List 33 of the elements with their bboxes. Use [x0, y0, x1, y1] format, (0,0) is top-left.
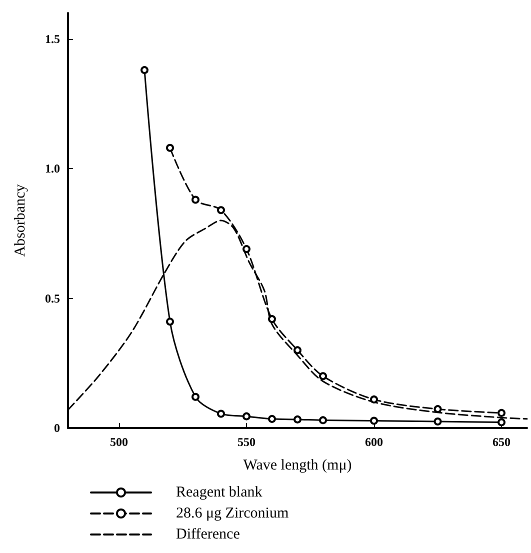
point — [192, 392, 200, 401]
point — [268, 414, 276, 423]
point — [192, 196, 200, 204]
point — [217, 206, 225, 214]
x-tick-label: 550 — [238, 435, 256, 449]
point — [166, 144, 174, 152]
legend-label: Reagent blank — [176, 484, 263, 500]
point — [498, 408, 506, 417]
x-axis-title: Wave length (mμ) — [243, 458, 352, 474]
point — [370, 416, 378, 425]
point — [294, 346, 302, 354]
point — [217, 410, 225, 418]
y-axis-title: Absorbancy — [12, 184, 28, 257]
point — [268, 315, 276, 324]
point — [370, 395, 378, 404]
x-tick-label: 650 — [492, 435, 510, 449]
x-tick-label: 600 — [365, 435, 383, 449]
point — [434, 418, 442, 426]
point — [242, 412, 250, 420]
point — [319, 372, 327, 380]
point — [242, 245, 250, 254]
y-tick-label: 0.5 — [45, 291, 60, 306]
point — [319, 416, 327, 424]
y-tick-label: 1.5 — [45, 32, 60, 46]
y-tick-label: 0 — [54, 421, 60, 435]
legend-label: Difference — [176, 526, 240, 542]
point — [434, 405, 442, 414]
point — [294, 415, 302, 424]
legend-label: 28.6 μg Zirconium — [176, 506, 289, 522]
y-tick-label: 1.0 — [45, 162, 60, 176]
point — [166, 318, 174, 326]
point — [140, 66, 148, 74]
x-tick-label: 500 — [110, 435, 128, 449]
